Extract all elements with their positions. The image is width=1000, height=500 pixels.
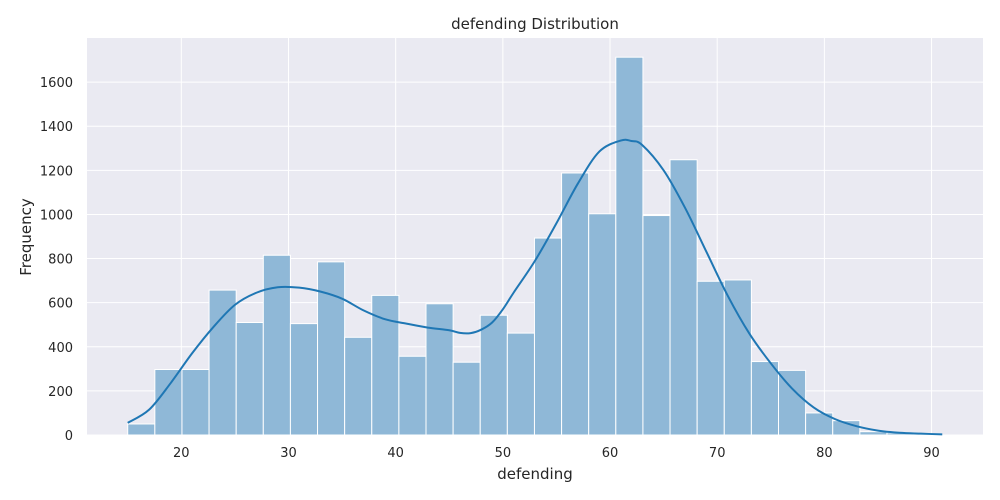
histogram-bars: [127, 56, 942, 436]
x-tick-label: 90: [923, 446, 940, 461]
histogram-bar: [262, 254, 291, 436]
histogram-bar: [344, 336, 373, 436]
histogram-bar: [208, 289, 237, 436]
y-tick-label: 1600: [40, 76, 73, 91]
x-tick-label: 30: [280, 446, 297, 461]
x-tick-label: 20: [173, 446, 190, 461]
x-tick-labels: 20 30 40 50 60 70 80 90: [173, 446, 940, 461]
histogram-bar: [615, 56, 644, 436]
histogram-bar: [289, 323, 319, 436]
x-tick-label: 80: [816, 446, 833, 461]
histogram-bar: [750, 361, 780, 436]
chart-title: defending Distribution: [451, 15, 619, 33]
y-tick-label: 1400: [40, 120, 73, 135]
histogram-bar: [778, 369, 807, 436]
histogram-bar: [696, 280, 725, 436]
x-tick-label: 70: [709, 446, 726, 461]
x-tick-label: 40: [387, 446, 404, 461]
y-tick-label: 1000: [40, 208, 73, 223]
y-tick-labels: 0 200 400 600 800 1000 1200 1400 1600: [40, 76, 73, 444]
histogram-bar: [642, 215, 671, 436]
histogram-bar: [235, 322, 264, 436]
histogram-bar: [317, 261, 346, 436]
histogram-bar: [533, 237, 563, 436]
histogram-bar: [181, 368, 210, 436]
histogram-bar: [154, 368, 183, 436]
y-tick-label: 400: [48, 341, 73, 356]
histogram-bar: [398, 355, 427, 436]
histogram-bar: [561, 172, 590, 436]
histogram-bar: [452, 361, 481, 436]
y-tick-label: 0: [65, 429, 73, 444]
y-tick-label: 800: [48, 253, 73, 268]
x-axis-label: defending: [497, 465, 572, 483]
histogram-bar: [479, 314, 508, 436]
histogram-bar: [425, 303, 454, 436]
y-axis-label: Frequency: [17, 198, 35, 276]
y-tick-label: 1200: [40, 164, 73, 179]
histogram-bar: [723, 279, 752, 436]
kde-line: [127, 138, 943, 436]
histogram-bar: [588, 213, 617, 436]
histogram-bar: [669, 159, 698, 436]
x-tick-label: 50: [495, 446, 512, 461]
histogram-bar: [127, 423, 156, 436]
y-tick-label: 200: [48, 385, 73, 400]
y-tick-label: 600: [48, 297, 73, 312]
x-tick-label: 60: [602, 446, 619, 461]
histogram-bar: [506, 332, 535, 436]
